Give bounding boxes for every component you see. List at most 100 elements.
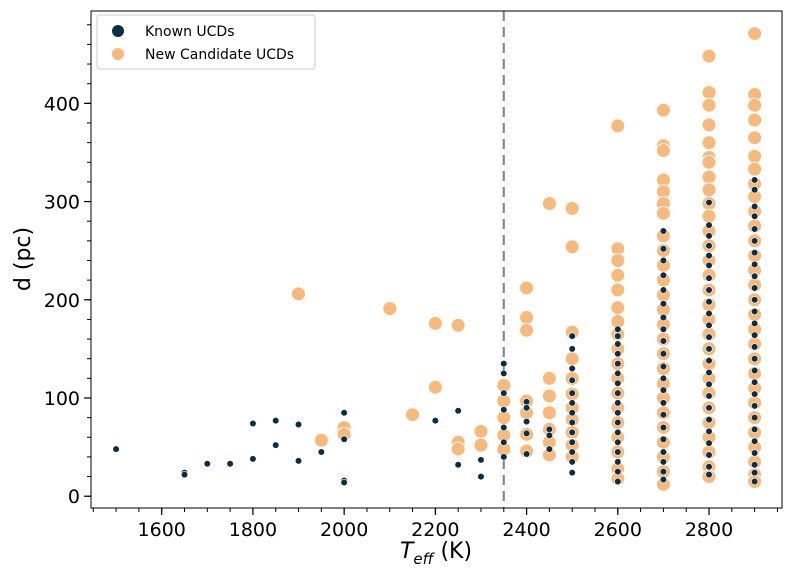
candidate-ucd-point bbox=[313, 432, 329, 448]
known-ucd-point bbox=[614, 399, 622, 407]
known-ucd-point bbox=[659, 286, 668, 294]
known-ucd-point bbox=[751, 477, 759, 486]
known-ucd-point bbox=[545, 431, 553, 439]
legend: Known UCDs New Candidate UCDs bbox=[96, 14, 316, 70]
candidate-ucd-point bbox=[747, 112, 763, 128]
y-tick-label: 100 bbox=[44, 388, 80, 410]
known-ucd-point bbox=[705, 321, 713, 329]
known-ucd-point bbox=[751, 176, 759, 184]
known-ucd-point bbox=[614, 418, 622, 427]
known-ucd-point bbox=[500, 453, 508, 461]
candidate-ucd-point bbox=[701, 169, 717, 185]
candidate-ucd-point bbox=[747, 130, 763, 146]
known-ucd-point bbox=[659, 325, 668, 333]
known-ucd-point bbox=[751, 212, 759, 220]
x-tick-label: 2400 bbox=[502, 519, 550, 541]
known-ucd-point bbox=[568, 458, 576, 466]
known-ucd-point bbox=[705, 286, 713, 294]
known-ucd-point bbox=[751, 186, 759, 194]
x-axis-title: Teff (K) bbox=[400, 539, 472, 568]
known-ucd-point bbox=[705, 416, 713, 424]
known-ucd-point bbox=[568, 428, 576, 436]
candidate-ucd-point bbox=[701, 117, 717, 133]
known-ucd-point bbox=[659, 374, 668, 382]
known-ucd-point bbox=[454, 461, 462, 469]
known-ucd-point bbox=[659, 475, 668, 484]
known-ucd-point bbox=[522, 429, 531, 437]
plot-area-frame bbox=[90, 10, 783, 509]
y-axis-title: d (pc) bbox=[11, 227, 36, 291]
known-ucd-point bbox=[614, 379, 622, 387]
known-ucd-point bbox=[500, 360, 508, 368]
known-ucd-point bbox=[705, 404, 713, 412]
known-ucd-point bbox=[751, 414, 759, 422]
candidate-ucd-point bbox=[519, 322, 535, 338]
known-ucd-point bbox=[568, 418, 576, 427]
known-ucd-point bbox=[568, 469, 576, 477]
known-ucd-point bbox=[568, 332, 576, 340]
known-ucd-point bbox=[568, 438, 576, 446]
candidate-ucd-point bbox=[747, 26, 763, 42]
known-ucd-point bbox=[614, 389, 622, 397]
candidate-ucd-point bbox=[701, 85, 717, 101]
x-tick-label: 1800 bbox=[229, 519, 277, 541]
candidate-ucd-point bbox=[541, 370, 557, 386]
known-ucd-series bbox=[112, 176, 759, 487]
known-ucd-point bbox=[751, 378, 759, 386]
candidate-ucd-point bbox=[450, 441, 466, 457]
known-ucd-point bbox=[614, 369, 622, 378]
known-ucd-point bbox=[705, 242, 713, 250]
candidate-ucd-point bbox=[427, 315, 443, 331]
legend-box bbox=[96, 14, 316, 70]
candidate-ucd-point bbox=[701, 97, 717, 113]
known-ucd-point bbox=[751, 390, 759, 398]
candidate-ucd-point bbox=[747, 148, 763, 164]
candidate-ucd-point bbox=[610, 118, 626, 134]
known-ucd-point bbox=[659, 468, 668, 476]
known-ucd-point bbox=[751, 307, 759, 316]
candidate-ucd-point bbox=[564, 351, 580, 367]
known-ucd-point bbox=[705, 439, 713, 447]
candidate-ucd-point bbox=[473, 437, 489, 453]
known-ucd-point bbox=[751, 260, 759, 269]
known-ucd-point bbox=[751, 284, 759, 292]
known-ucd-point bbox=[522, 404, 531, 412]
known-ucd-point bbox=[705, 261, 713, 269]
known-ucd-point bbox=[705, 368, 713, 377]
known-ucd-point bbox=[317, 448, 325, 456]
known-ucd-point bbox=[568, 409, 576, 417]
candidate-ucd-point bbox=[541, 405, 557, 421]
known-ucd-point bbox=[614, 468, 622, 476]
candidate-ucd-point bbox=[610, 252, 626, 268]
x-axis-title-main: T bbox=[400, 539, 415, 564]
known-ucd-point bbox=[705, 298, 713, 306]
candidate-ucd-point bbox=[610, 300, 626, 316]
known-ucd-point bbox=[705, 392, 713, 400]
x-tick-label: 2200 bbox=[411, 519, 459, 541]
known-ucd-point bbox=[659, 399, 668, 407]
known-ucd-point bbox=[431, 416, 439, 425]
known-ucd-point bbox=[614, 409, 622, 417]
known-ucd-point bbox=[751, 319, 759, 327]
known-ucd-point bbox=[249, 419, 257, 428]
known-ucd-point bbox=[659, 435, 668, 443]
x-tick-label: 1600 bbox=[138, 519, 186, 541]
known-ucd-point bbox=[751, 437, 759, 445]
candidate-ucd-point bbox=[655, 205, 671, 221]
known-ucd-point bbox=[705, 333, 713, 341]
known-ucd-point bbox=[705, 309, 713, 318]
candidate-ucd-point bbox=[382, 301, 398, 317]
known-ucd-point bbox=[500, 406, 508, 414]
candidate-ucd-point bbox=[291, 286, 307, 302]
known-ucd-point bbox=[659, 337, 668, 345]
candidate-ucd-point bbox=[405, 407, 421, 423]
known-ucd-point bbox=[659, 423, 668, 432]
known-ucd-point bbox=[294, 457, 303, 465]
known-ucd-point bbox=[568, 345, 576, 353]
known-ucd-point bbox=[659, 256, 668, 265]
legend-marker-known bbox=[112, 25, 124, 37]
known-ucd-point bbox=[751, 402, 759, 410]
known-ucd-point bbox=[705, 221, 713, 229]
known-ucd-point bbox=[614, 340, 622, 348]
known-ucd-point bbox=[249, 455, 257, 463]
